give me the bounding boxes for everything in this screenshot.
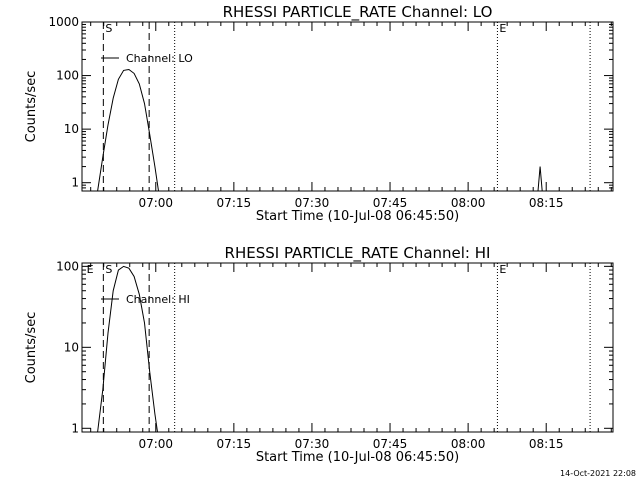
series-line	[537, 166, 543, 191]
x-tick-label: 08:00	[451, 437, 486, 451]
x-tick-label: 08:00	[451, 196, 486, 210]
x-tick-label: 08:15	[529, 437, 564, 451]
marker-label: S	[105, 22, 112, 35]
legend-label: Channel: LO	[126, 52, 193, 65]
y-tick-label: 100	[56, 69, 79, 83]
y-tick-label: 100	[56, 259, 79, 273]
y-tick-label: 1000	[48, 15, 79, 29]
marker-label: E	[87, 263, 94, 276]
y-tick-label: 10	[64, 340, 79, 354]
x-tick-label: 07:00	[138, 437, 173, 451]
marker-label: E	[499, 263, 506, 276]
chart-title: RHESSI PARTICLE_RATE Channel: LO	[223, 3, 493, 22]
chart-panel-lo: RHESSI PARTICLE_RATE Channel: LO 1 10 100 10…	[24, 3, 614, 224]
y-tick-label: 10	[64, 122, 79, 136]
x-tick-label: 07:45	[373, 437, 408, 451]
legend-label: Channel: HI	[126, 293, 190, 306]
chart-title: RHESSI PARTICLE_RATE Channel: HI	[225, 244, 491, 263]
x-tick-label: 07:00	[138, 196, 173, 210]
x-axis-label: Start Time (10-Jul-08 06:45:50)	[256, 450, 459, 465]
x-tick-label: 07:15	[217, 437, 252, 451]
plot-frame	[81, 262, 614, 433]
x-tick-label: 08:15	[529, 196, 564, 210]
x-tick-label: 07:30	[295, 196, 330, 210]
marker-label: S	[105, 263, 112, 276]
marker-label: E	[499, 22, 506, 35]
series-line	[97, 68, 159, 191]
chart-panel-hi: RHESSI PARTICLE_RATE Channel: HI 1 10 100 07…	[24, 244, 614, 465]
x-tick-label: 07:15	[217, 196, 252, 210]
footer-timestamp: 14-Oct-2021 22:08	[560, 469, 636, 478]
plot-frame	[81, 21, 614, 192]
y-tick-label: 1	[71, 176, 79, 190]
x-axis-label: Start Time (10-Jul-08 06:45:50)	[256, 209, 459, 224]
x-tick-label: 07:30	[295, 437, 330, 451]
y-axis-label: Counts/sec	[24, 312, 39, 384]
series-line	[97, 265, 158, 432]
y-tick-label: 1	[71, 421, 79, 435]
x-tick-label: 07:45	[373, 196, 408, 210]
y-axis-label: Counts/sec	[24, 71, 39, 143]
